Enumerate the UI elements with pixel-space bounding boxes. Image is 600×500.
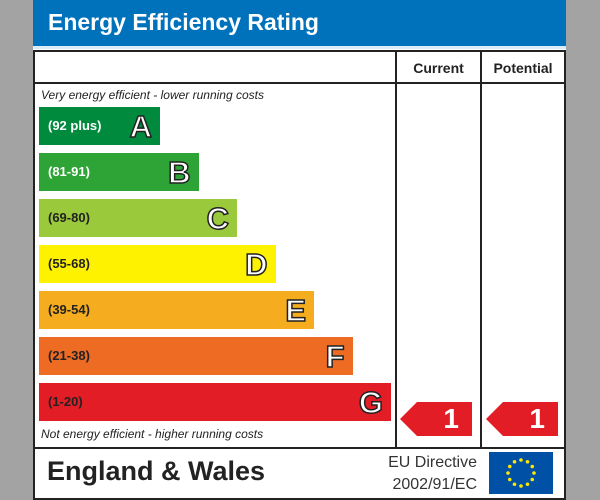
column-divider <box>480 52 482 448</box>
flag-star <box>519 484 523 488</box>
flag-star <box>530 477 535 482</box>
header-divider <box>35 82 564 84</box>
country-label: England & Wales <box>47 456 266 486</box>
rating-bar-d: (55-68) D <box>39 245 276 283</box>
eu-directive: EU Directive 2002/91/EC <box>373 452 477 496</box>
flag-star <box>512 459 517 464</box>
rating-bar-b: (81-91) B <box>39 153 199 191</box>
band-range: (55-68) <box>48 256 90 271</box>
footer-divider <box>35 447 564 449</box>
potential-column-header: Potential <box>493 60 553 76</box>
flag-star <box>507 464 512 469</box>
rating-table: Current Potential Very energy efficient … <box>33 50 566 500</box>
band-letter: E <box>285 292 307 329</box>
directive-line-2: 2002/91/EC <box>392 476 477 493</box>
potential-rating-arrow: 1 <box>486 402 558 436</box>
bottom-note: Not energy efficient - higher running co… <box>41 427 264 441</box>
flag-star <box>506 471 510 475</box>
title-bar: Energy Efficiency Rating <box>33 0 566 49</box>
rating-bar-f: (21-38) F <box>39 337 353 375</box>
eu-flag-icon <box>489 452 553 494</box>
band-range: (1-20) <box>48 394 83 409</box>
flag-star <box>525 459 530 464</box>
column-divider <box>395 52 397 448</box>
current-column-header: Current <box>413 60 464 76</box>
potential-rating-value: 1 <box>529 403 545 434</box>
band-range: (81-91) <box>48 164 90 179</box>
rating-bar-g: (1-20) G <box>39 383 391 421</box>
rating-bar-a: (92 plus) A <box>39 107 160 145</box>
current-rating-arrow: 1 <box>400 402 472 436</box>
flag-star <box>525 482 530 487</box>
directive-line-1: EU Directive <box>388 454 477 471</box>
band-letter: G <box>358 384 384 421</box>
chart-title: Energy Efficiency Rating <box>48 9 319 35</box>
rating-bar-c: (69-80) C <box>39 199 237 237</box>
band-range: (21-38) <box>48 348 90 363</box>
top-note: Very energy efficient - lower running co… <box>41 88 264 102</box>
band-letter: D <box>244 246 268 283</box>
flag-star <box>530 464 535 469</box>
rating-bar-e: (39-54) E <box>39 291 314 329</box>
flag-star <box>532 471 536 475</box>
current-rating-value: 1 <box>443 403 459 434</box>
band-letter: C <box>206 200 230 237</box>
flag-star <box>512 482 517 487</box>
epc-panel: Energy Efficiency Rating Current Potenti… <box>33 0 566 500</box>
band-letter: F <box>325 338 345 375</box>
arrow-shape-icon <box>486 402 558 436</box>
band-letter: B <box>167 154 191 191</box>
arrow-shape-icon <box>400 402 472 436</box>
flag-star <box>507 477 512 482</box>
band-range: (92 plus) <box>48 118 102 133</box>
band-letter: A <box>129 108 153 145</box>
band-range: (69-80) <box>48 210 90 225</box>
flag-star <box>519 458 523 462</box>
band-range: (39-54) <box>48 302 90 317</box>
